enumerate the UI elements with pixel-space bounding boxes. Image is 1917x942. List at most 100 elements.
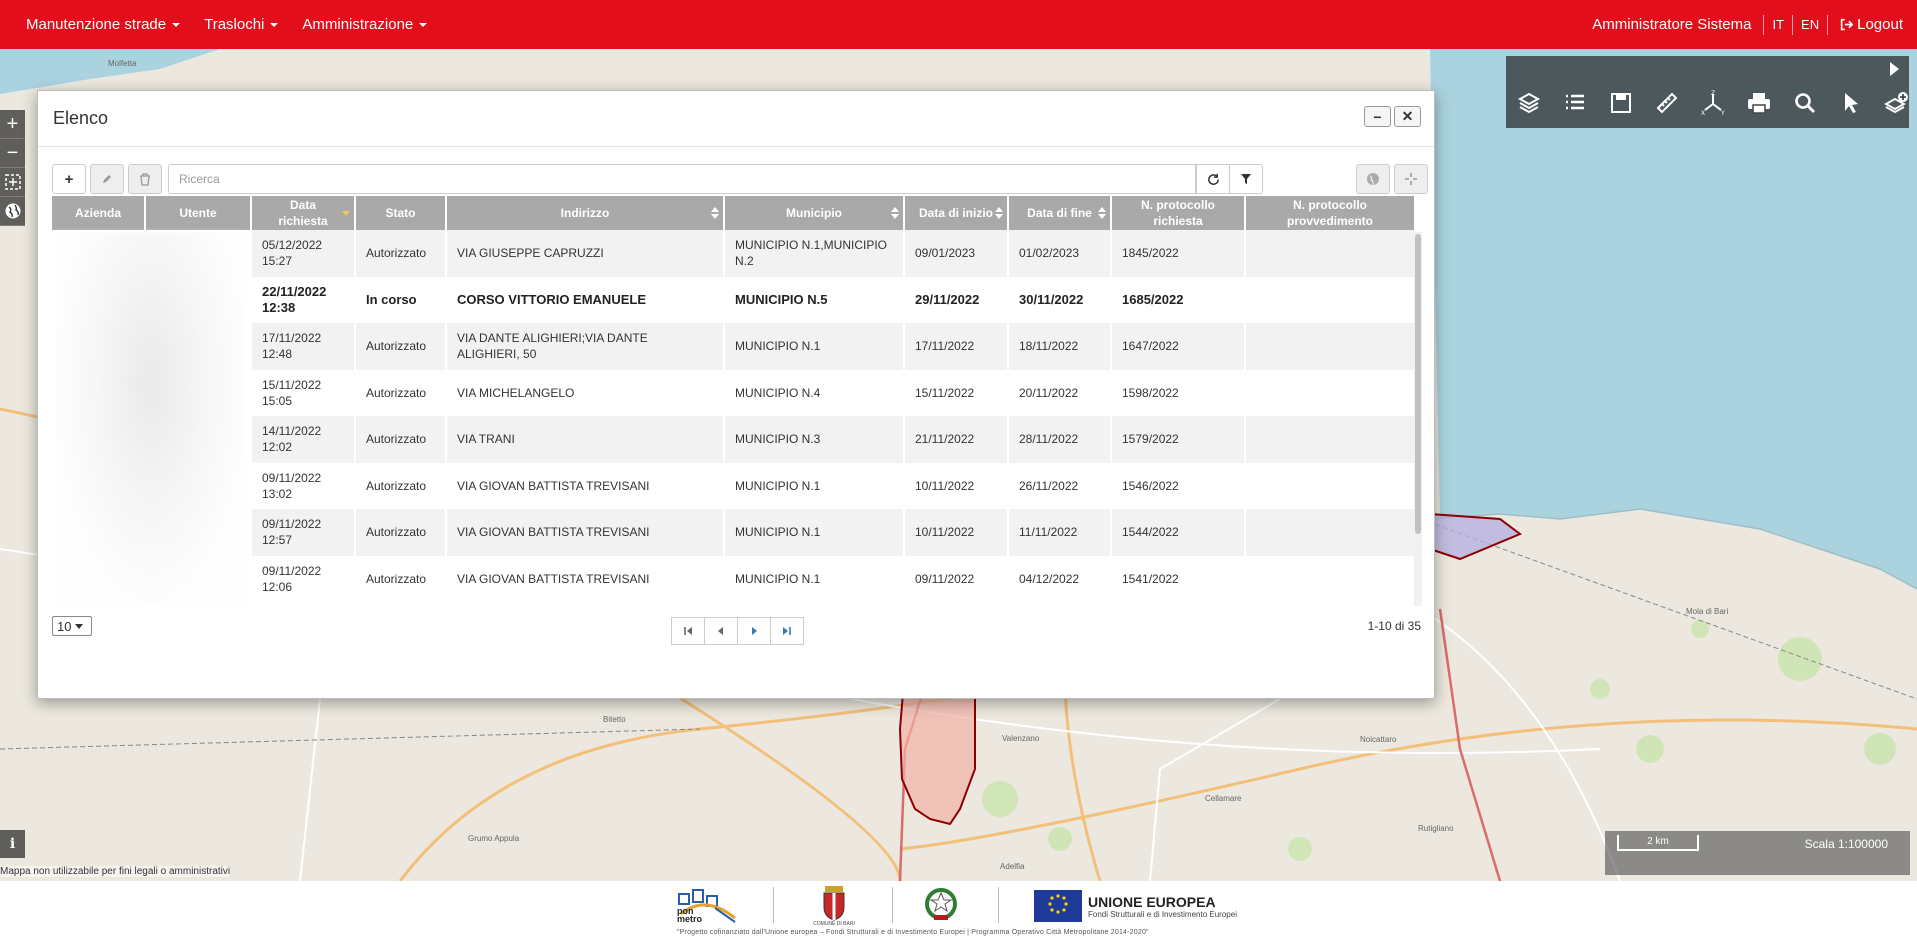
column-header-protocollo-richiesta[interactable]: N. protocollo richiesta (1111, 196, 1246, 230)
elenco-dialog: Elenco − ✕ + (37, 90, 1435, 699)
cell-protocollo-provvedimento (1245, 555, 1416, 602)
close-button[interactable]: ✕ (1394, 106, 1421, 127)
show-on-map-button[interactable] (1356, 164, 1390, 194)
eu-subtitle: Fondi Strutturali e di Investimento Euro… (1088, 909, 1237, 919)
table-row[interactable]: 09/11/2022 12:57 Autorizzato VIA GIOVAN … (52, 509, 1416, 556)
logout-button[interactable]: Logout (1827, 14, 1903, 35)
column-header-utente[interactable]: Utente (145, 196, 252, 230)
cell-protocollo-provvedimento (1245, 323, 1416, 370)
table-row[interactable]: 22/11/2022 12:38 In corso CORSO VITTORIO… (52, 276, 1416, 323)
cell-protocollo-richiesta: 1579/2022 (1111, 416, 1246, 463)
record-count: 1-10 di 35 (1367, 619, 1421, 633)
cell-data-richiesta: 14/11/2022 12:02 (251, 416, 356, 463)
pagination (671, 617, 804, 645)
zoom-to-button[interactable] (1394, 164, 1428, 194)
column-header-data-inizio[interactable]: Data di inizio (904, 196, 1009, 230)
column-label: Data di fine (1027, 206, 1092, 220)
cell-indirizzo: VIA GIOVAN BATTISTA TREVISANI (446, 462, 725, 509)
menu-amministrazione[interactable]: Amministrazione (290, 0, 439, 49)
page-size-select[interactable]: 10 (52, 616, 92, 636)
column-header-data-fine[interactable]: Data di fine (1008, 196, 1112, 230)
map-info-button[interactable]: i (0, 830, 25, 858)
cell-municipio: MUNICIPIO N.1,MUNICIPIO N.2 (724, 230, 905, 277)
cell-indirizzo: VIA TRANI (446, 416, 725, 463)
filter-button[interactable] (1229, 164, 1263, 194)
cell-data-richiesta: 05/12/2022 15:27 (251, 230, 356, 277)
column-label: Utente (179, 206, 217, 220)
cell-stato: Autorizzato (355, 509, 447, 556)
project-caption: "Progetto cofinanziato dall'Unione europ… (677, 929, 1149, 936)
cell-data-fine: 30/11/2022 (1008, 276, 1112, 323)
table-scrollbar-thumb[interactable] (1415, 234, 1421, 534)
cell-data-fine: 01/02/2023 (1008, 230, 1112, 277)
add-button[interactable]: + (52, 164, 86, 194)
cell-data-fine: 18/11/2022 (1008, 323, 1112, 370)
search-tool[interactable] (1792, 90, 1818, 116)
column-header-protocollo-provvedimento[interactable]: N. protocollo provvedimento (1245, 196, 1416, 230)
caret-down-icon (419, 22, 428, 27)
column-label: Stato (385, 206, 416, 220)
next-page-button[interactable] (737, 617, 771, 645)
minus-icon: − (6, 141, 19, 164)
table-row[interactable]: 09/11/2022 12:06 Autorizzato VIA GIOVAN … (52, 555, 1416, 602)
user-name[interactable]: Amministratore Sistema (1592, 16, 1752, 33)
cell-data-inizio: 29/11/2022 (904, 276, 1009, 323)
measure-tool[interactable] (1654, 90, 1680, 116)
layers-tool[interactable] (1516, 90, 1542, 116)
redacted-area (56, 232, 246, 606)
globe-icon (5, 203, 20, 219)
column-header-azienda[interactable]: Azienda (52, 196, 146, 230)
menu-traslochi[interactable]: Traslochi (192, 0, 290, 49)
edit-button[interactable] (90, 164, 124, 194)
lang-it[interactable]: IT (1763, 14, 1792, 35)
zoom-out-button[interactable]: − (0, 139, 25, 168)
table-row[interactable]: 09/11/2022 13:02 Autorizzato VIA GIOVAN … (52, 462, 1416, 509)
cell-data-inizio: 15/11/2022 (904, 369, 1009, 416)
column-header-municipio[interactable]: Municipio (724, 196, 905, 230)
table-row[interactable]: 15/11/2022 15:05 Autorizzato VIA MICHELA… (52, 369, 1416, 416)
caret-down-icon (270, 22, 279, 27)
menu-label: Amministrazione (302, 16, 414, 33)
menu-manutenzione-strade[interactable]: Manutenzione strade (14, 0, 192, 49)
table-row[interactable]: 14/11/2022 12:02 Autorizzato VIA TRANI M… (52, 416, 1416, 463)
column-header-stato[interactable]: Stato (355, 196, 447, 230)
first-page-button[interactable] (671, 617, 705, 645)
table-row[interactable]: 17/11/2022 12:48 Autorizzato VIA DANTE A… (52, 323, 1416, 370)
table-row[interactable]: 05/12/2022 15:27 Autorizzato VIA GIUSEPP… (52, 230, 1416, 277)
plus-icon: + (64, 170, 74, 188)
add-layer-tool[interactable] (1884, 90, 1910, 116)
zoom-in-button[interactable]: + (0, 110, 25, 139)
column-header-data-richiesta[interactable]: Data richiesta (251, 196, 356, 230)
lang-en[interactable]: EN (1792, 14, 1827, 35)
sort-icon (1098, 207, 1106, 219)
cell-stato: In corso (355, 276, 447, 323)
cell-data-richiesta: 22/11/2022 12:38 (251, 276, 356, 323)
prev-page-button[interactable] (704, 617, 738, 645)
cell-protocollo-provvedimento (1245, 462, 1416, 509)
minimize-button[interactable]: − (1364, 106, 1391, 127)
refresh-button[interactable] (1196, 164, 1230, 194)
print-tool[interactable] (1746, 90, 1772, 116)
svg-text:Z: Z (1711, 90, 1715, 97)
map-scale: 2 km Scala 1:100000 (1605, 831, 1910, 875)
legend-tool[interactable] (1562, 90, 1588, 116)
trash-icon (140, 172, 150, 186)
cell-protocollo-richiesta: 1845/2022 (1111, 230, 1246, 277)
full-extent-button[interactable] (0, 197, 25, 226)
minimize-icon: − (1373, 108, 1382, 125)
pencil-icon (103, 175, 111, 183)
delete-button[interactable] (128, 164, 162, 194)
search-input[interactable] (168, 164, 1196, 194)
last-page-button[interactable] (770, 617, 804, 645)
cell-stato: Autorizzato (355, 369, 447, 416)
cell-protocollo-richiesta: 1541/2022 (1111, 555, 1246, 602)
zoom-box-button[interactable] (0, 168, 25, 197)
save-tool[interactable] (1608, 90, 1634, 116)
table-header-row: Azienda Utente Data richiesta Stato Indi… (52, 196, 1416, 230)
select-tool[interactable] (1838, 90, 1864, 116)
coordinates-tool[interactable]: Z X Y (1700, 90, 1726, 116)
cell-municipio: MUNICIPIO N.1 (724, 462, 905, 509)
cell-municipio: MUNICIPIO N.4 (724, 369, 905, 416)
collapse-toolbar-icon[interactable] (1890, 62, 1899, 76)
column-header-indirizzo[interactable]: Indirizzo (446, 196, 725, 230)
